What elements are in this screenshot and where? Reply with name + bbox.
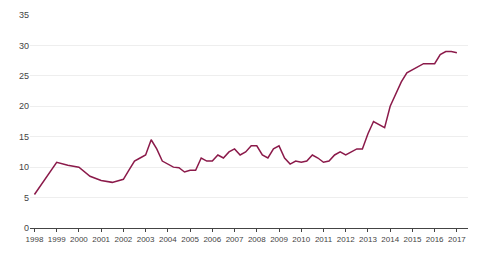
svg-text:2008: 2008 — [248, 235, 266, 244]
svg-text:2016: 2016 — [426, 235, 444, 244]
svg-text:5: 5 — [24, 193, 29, 203]
svg-text:1999: 1999 — [48, 235, 66, 244]
svg-text:2002: 2002 — [114, 235, 132, 244]
svg-text:2017: 2017 — [448, 235, 466, 244]
svg-text:2013: 2013 — [359, 235, 377, 244]
svg-text:30: 30 — [19, 41, 29, 51]
svg-text:0: 0 — [24, 223, 29, 233]
svg-text:1998: 1998 — [26, 235, 44, 244]
svg-text:2014: 2014 — [381, 235, 399, 244]
svg-text:15: 15 — [19, 132, 29, 142]
svg-text:2004: 2004 — [159, 235, 177, 244]
svg-text:2006: 2006 — [203, 235, 221, 244]
svg-text:2010: 2010 — [292, 235, 310, 244]
svg-text:35: 35 — [19, 10, 29, 20]
svg-text:2000: 2000 — [70, 235, 88, 244]
svg-text:2007: 2007 — [226, 235, 244, 244]
svg-text:10: 10 — [19, 162, 29, 172]
svg-text:20: 20 — [19, 101, 29, 111]
svg-text:2015: 2015 — [404, 235, 422, 244]
svg-text:2001: 2001 — [92, 235, 110, 244]
svg-text:2012: 2012 — [337, 235, 355, 244]
svg-text:2009: 2009 — [270, 235, 288, 244]
svg-text:2005: 2005 — [181, 235, 199, 244]
svg-text:2003: 2003 — [137, 235, 155, 244]
svg-text:25: 25 — [19, 71, 29, 81]
svg-text:2011: 2011 — [315, 235, 333, 244]
